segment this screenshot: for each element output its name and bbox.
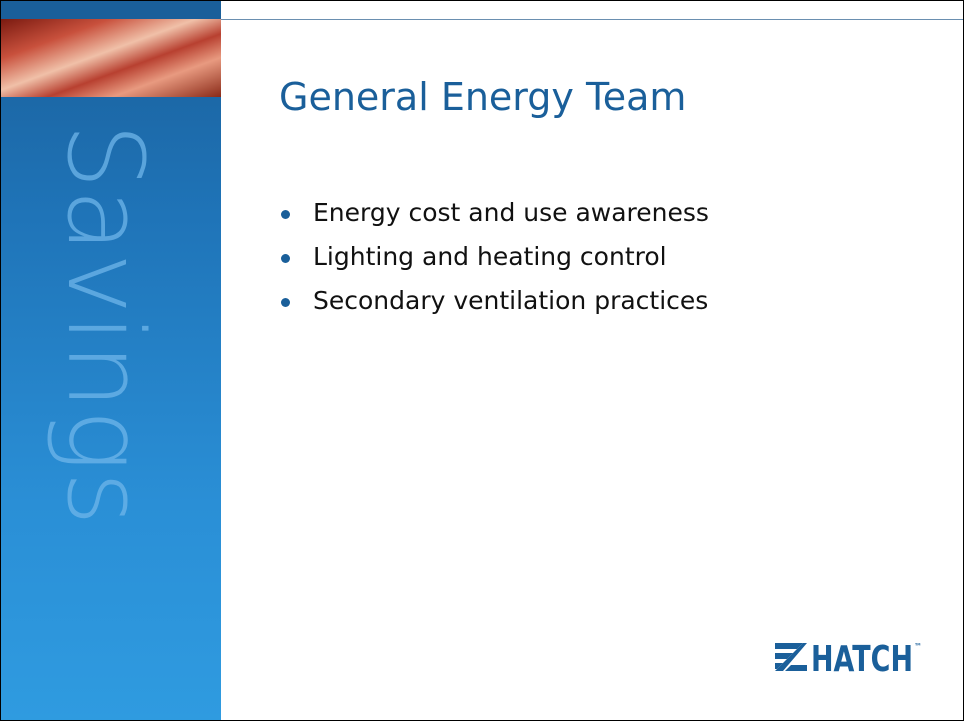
rock-image bbox=[1, 19, 221, 97]
bullet: Lighting and heating control bbox=[279, 235, 709, 279]
bullet: Energy cost and use awareness bbox=[279, 191, 709, 235]
sidebar bbox=[1, 1, 221, 720]
logo-tm: ™ bbox=[914, 642, 922, 651]
logo-mark bbox=[775, 643, 807, 671]
bullet-list: Energy cost and use awareness Lighting a… bbox=[279, 191, 709, 323]
logo-text: HATCH bbox=[811, 639, 913, 677]
top-rule bbox=[221, 19, 963, 20]
sidebar-word: Savings bbox=[44, 123, 166, 526]
top-band bbox=[1, 1, 221, 19]
logo: HATCH ™ bbox=[775, 639, 922, 677]
bullet: Secondary ventilation practices bbox=[279, 279, 709, 323]
slide-title: General Energy Team bbox=[279, 75, 687, 119]
vertical-word: Savings bbox=[44, 123, 166, 526]
